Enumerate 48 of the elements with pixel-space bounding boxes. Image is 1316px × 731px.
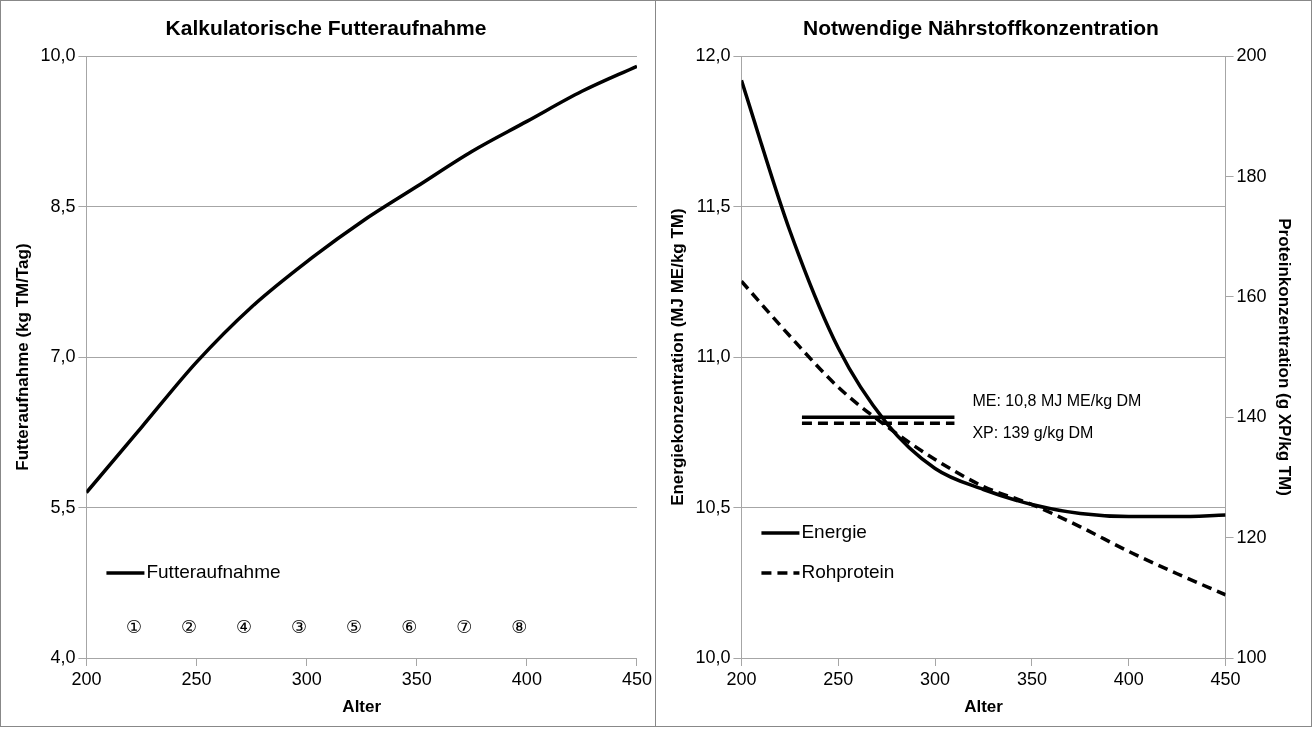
y-tick-label: 5,5 xyxy=(50,496,76,517)
y-tick-label: 4,0 xyxy=(50,646,76,667)
y-axis-title: Energiekonzentration (MJ ME/kg TM) xyxy=(667,208,687,506)
annotation: ⑥ xyxy=(401,615,418,637)
chart-title: Notwendige Nährstoffkonzentration xyxy=(803,16,1159,40)
legend-label: Futteraufnahme xyxy=(146,561,281,583)
annotation: ④ xyxy=(236,615,253,637)
x-tick-label: 300 xyxy=(920,668,951,689)
annotation: ② xyxy=(180,615,198,637)
x-axis-title: Alter xyxy=(342,697,382,717)
annotation: ⑧ xyxy=(511,615,528,637)
x-tick-label: 300 xyxy=(291,668,322,689)
y-tick-label: 12,0 xyxy=(695,45,731,66)
y-axis-title: Futteraufnahme (kg TM/Tag) xyxy=(12,243,32,471)
x-tick-label: 400 xyxy=(1113,668,1144,689)
y2-tick-label: 140 xyxy=(1236,406,1267,427)
x-tick-label: 400 xyxy=(511,668,542,689)
x-tick-label: 450 xyxy=(1210,668,1241,689)
y-tick-label: 11,0 xyxy=(696,346,731,367)
x-axis-title: Alter xyxy=(964,697,1004,717)
y2-tick-label: 120 xyxy=(1236,526,1267,547)
annotation: ⑤ xyxy=(346,615,363,637)
annotation: ③ xyxy=(291,615,308,637)
y2-tick-label: 160 xyxy=(1236,285,1267,306)
y2-tick-label: 100 xyxy=(1236,646,1267,667)
y2-tick-label: 200 xyxy=(1236,45,1267,66)
x-tick-label: 450 xyxy=(621,668,653,689)
ref-line-label: ME: 10,8 MJ ME/kg DM xyxy=(972,391,1142,409)
annotation: ⑦ xyxy=(456,615,473,637)
ref-line-label: XP: 139 g/kg DM xyxy=(972,423,1094,441)
y2-tick-label: 180 xyxy=(1236,165,1267,186)
chart-title: Kalkulatorische Futteraufnahme xyxy=(165,16,487,40)
y-tick-label: 10,0 xyxy=(40,45,76,66)
y-tick-label: 7,0 xyxy=(50,346,76,367)
x-tick-label: 250 xyxy=(823,668,854,689)
annotation: ① xyxy=(125,615,143,637)
x-tick-label: 350 xyxy=(401,668,432,689)
x-tick-label: 200 xyxy=(71,668,102,689)
x-tick-label: 200 xyxy=(726,668,757,689)
x-tick-label: 350 xyxy=(1016,668,1047,689)
legend-label: Rohprotein xyxy=(801,561,895,583)
legend-label: Energie xyxy=(801,521,867,543)
y2-axis-title: Proteinkonzentration (g XP/kg TM) xyxy=(1275,218,1295,496)
y-tick-label: 8,5 xyxy=(50,195,76,216)
y-tick-label: 10,5 xyxy=(695,496,731,517)
y-tick-label: 11,5 xyxy=(696,195,731,216)
x-tick-label: 250 xyxy=(181,668,212,689)
y-tick-label: 10,0 xyxy=(695,646,731,667)
